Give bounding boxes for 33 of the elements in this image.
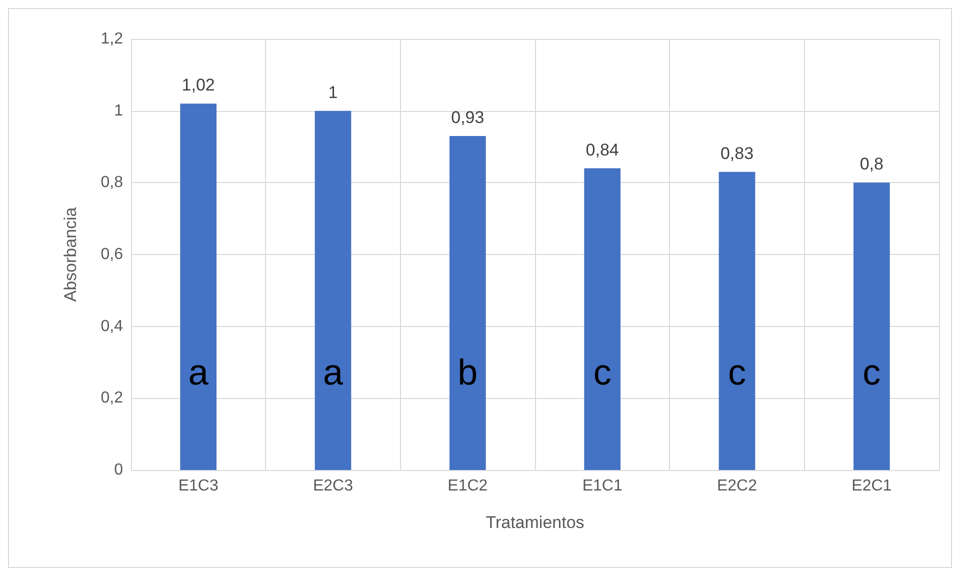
data-label: 0,84 [586, 140, 619, 160]
x-tick-label: E2C2 [716, 478, 758, 494]
y-tick-label: 1 [114, 102, 124, 120]
data-label: 0,8 [860, 154, 884, 174]
annotation: c [862, 352, 881, 392]
y-tick-label: 0,2 [100, 390, 124, 407]
x-tick-label: E2C3 [312, 478, 354, 494]
x-tick-label: E1C2 [448, 478, 488, 494]
bar [853, 182, 890, 470]
y-axis-title: Absorbancia [61, 206, 80, 302]
x-tick-label: E1C3 [178, 478, 218, 494]
y-tick-label: 0,4 [100, 318, 124, 335]
annotation: c [728, 352, 746, 392]
bar [584, 168, 621, 470]
data-label: 1 [328, 82, 338, 102]
annotation: b [458, 352, 478, 392]
y-tick-label: 0 [114, 462, 124, 478]
bar [314, 110, 352, 470]
bar [180, 104, 217, 470]
annotation: a [188, 352, 210, 392]
x-tick-label: E2C1 [852, 478, 892, 494]
data-label: 1,02 [182, 76, 215, 95]
x-tick-label: E1C1 [582, 478, 622, 494]
annotation: c [593, 352, 612, 392]
bar [718, 172, 756, 470]
annotation: a [322, 352, 344, 392]
bar [449, 136, 486, 470]
y-tick-label: 1,2 [100, 30, 124, 48]
data-label: 0,83 [720, 144, 754, 163]
x-axis-title: Tratamientos [486, 513, 584, 532]
y-tick-label: 0,6 [100, 246, 124, 263]
data-label: 0,93 [451, 108, 484, 127]
y-tick-label: 0,8 [100, 174, 124, 192]
